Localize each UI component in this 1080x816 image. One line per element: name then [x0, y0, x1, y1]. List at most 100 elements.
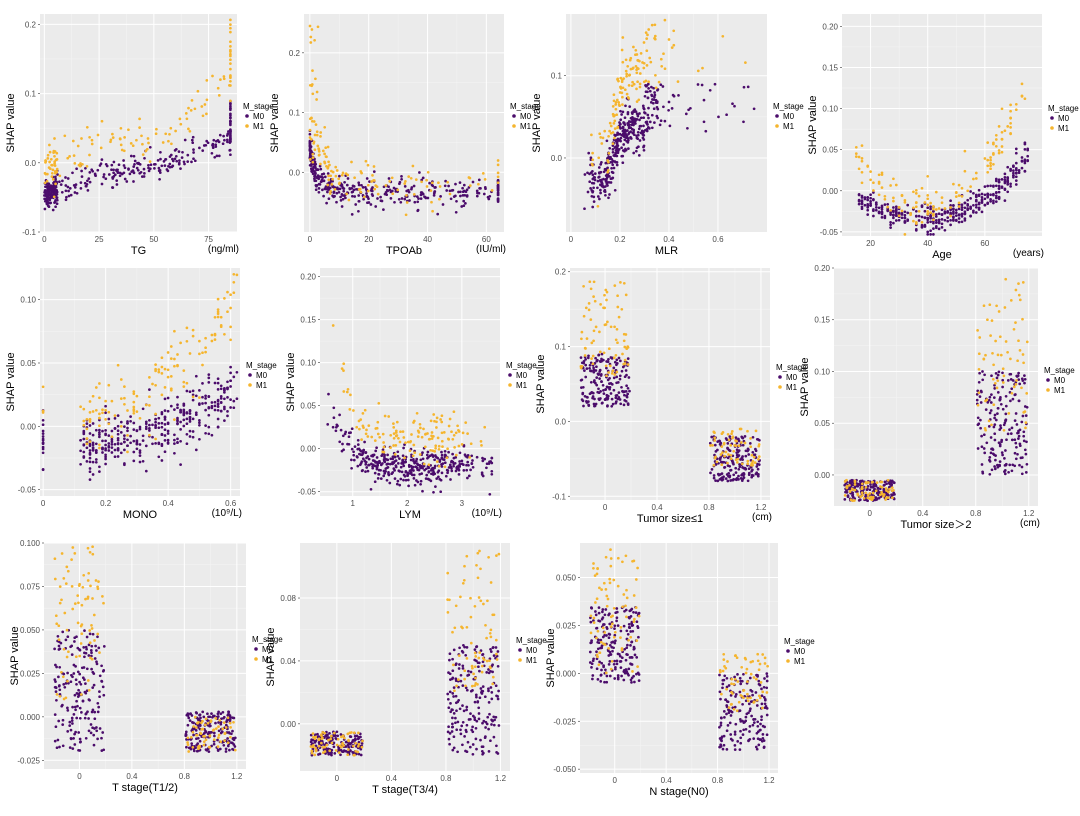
point-m1 [1009, 126, 1012, 129]
point-m0 [354, 203, 358, 206]
point-m0 [987, 425, 991, 428]
point-m1 [480, 444, 483, 447]
point-m0 [435, 477, 439, 480]
point-m0 [638, 118, 641, 122]
point-m0 [972, 191, 975, 195]
point-m1 [994, 339, 997, 343]
point-m0 [465, 468, 469, 472]
point-m0 [54, 177, 57, 181]
point-m0 [222, 716, 225, 720]
point-m0 [322, 172, 326, 176]
point-m0 [396, 454, 400, 458]
point-m1 [166, 351, 170, 354]
point-m0 [95, 662, 99, 666]
point-m1 [188, 129, 192, 133]
point-m0 [403, 474, 407, 478]
point-m1 [405, 194, 408, 197]
point-m0 [376, 477, 380, 480]
point-m1 [1002, 374, 1006, 378]
point-m1 [443, 465, 447, 469]
point-m0 [308, 132, 312, 136]
point-m0 [433, 472, 436, 476]
point-m0 [182, 409, 186, 413]
point-m1 [138, 117, 141, 121]
point-m0 [370, 192, 374, 196]
point-m1 [612, 99, 616, 103]
point-m1 [727, 453, 730, 456]
point-m0 [225, 720, 228, 724]
point-m1 [937, 207, 941, 210]
point-m0 [83, 678, 86, 681]
point-m0 [219, 722, 223, 726]
point-m1 [621, 86, 625, 90]
point-m1 [119, 126, 123, 130]
point-m0 [75, 682, 78, 686]
point-m1 [724, 450, 728, 454]
point-m0 [87, 717, 90, 720]
point-m0 [1003, 172, 1007, 176]
point-m0 [436, 212, 440, 216]
point-m1 [377, 401, 381, 405]
point-m1 [71, 607, 75, 611]
point-m1 [607, 160, 610, 164]
point-m0 [176, 418, 179, 422]
point-m0 [421, 489, 424, 493]
point-m1 [109, 138, 113, 142]
point-m1 [856, 492, 859, 496]
point-m0 [581, 399, 585, 403]
point-m0 [1008, 428, 1011, 431]
point-m0 [714, 479, 717, 482]
point-m1 [405, 201, 409, 204]
point-m1 [984, 399, 987, 403]
point-m0 [190, 742, 194, 745]
point-m0 [489, 460, 493, 463]
point-m0 [719, 460, 723, 464]
point-m0 [926, 218, 930, 222]
point-m1 [126, 409, 129, 412]
point-m0 [196, 736, 200, 740]
point-m1 [1009, 116, 1012, 120]
point-m1 [594, 325, 598, 329]
point-m0 [46, 186, 50, 190]
point-m0 [116, 429, 120, 433]
point-m0 [308, 149, 312, 152]
point-m1 [205, 98, 209, 102]
point-m0 [123, 177, 127, 181]
point-m1 [868, 491, 872, 495]
point-m0 [626, 357, 630, 360]
point-m0 [471, 180, 475, 184]
point-m1 [860, 157, 864, 160]
point-m1 [653, 37, 657, 41]
point-m0 [74, 678, 78, 682]
point-m0 [394, 459, 398, 462]
point-m1 [864, 491, 868, 495]
point-m0 [934, 226, 938, 230]
point-m1 [746, 429, 749, 433]
point-m0 [88, 451, 92, 455]
point-m0 [747, 448, 750, 452]
point-m0 [1016, 431, 1019, 435]
point-m1 [880, 485, 884, 489]
point-m0 [110, 446, 114, 449]
point-m1 [621, 352, 624, 356]
point-m0 [228, 748, 231, 752]
point-m1 [468, 176, 472, 180]
point-m0 [589, 187, 592, 190]
point-m1 [212, 738, 216, 741]
point-m1 [321, 149, 325, 153]
point-m0 [82, 450, 86, 454]
point-m1 [957, 201, 961, 205]
plot-panel [304, 14, 504, 232]
point-m0 [73, 186, 77, 189]
point-m1 [328, 163, 331, 167]
point-m0 [709, 471, 712, 475]
point-m1 [229, 26, 232, 30]
point-m0 [192, 721, 195, 725]
point-m1 [430, 200, 433, 204]
point-m1 [167, 139, 170, 143]
point-m0 [1020, 420, 1024, 424]
point-m0 [57, 644, 61, 648]
point-m0 [992, 201, 995, 205]
point-m1 [954, 195, 958, 198]
